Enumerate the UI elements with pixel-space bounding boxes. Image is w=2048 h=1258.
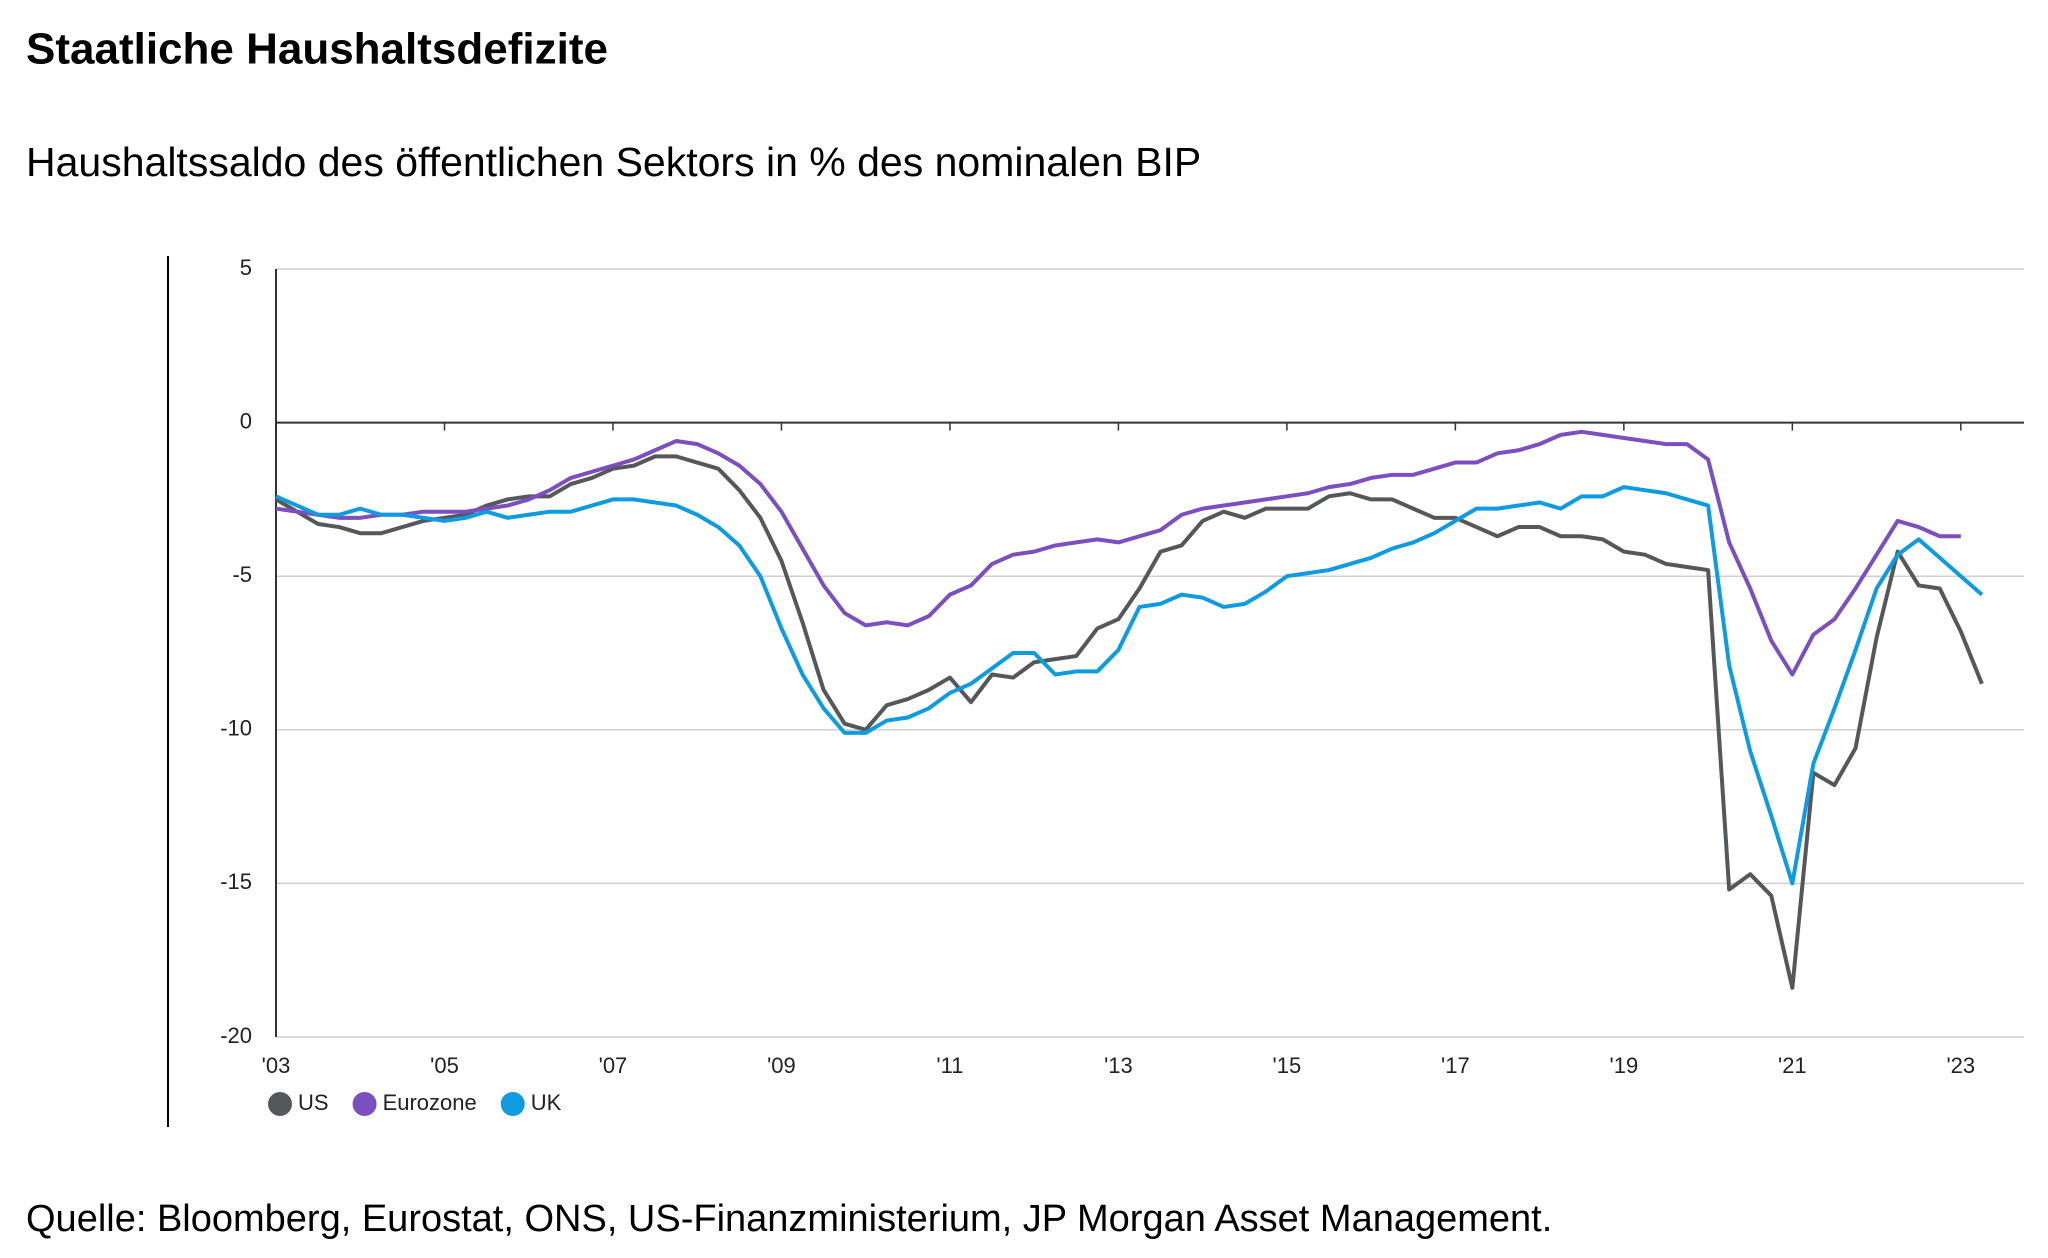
x-tick-label: '03 xyxy=(262,1053,291,1078)
series-line xyxy=(274,454,1984,990)
x-tick-label: '19 xyxy=(1610,1053,1639,1078)
legend-swatch xyxy=(500,1092,525,1116)
x-tick-label: '17 xyxy=(1441,1053,1470,1078)
x-tick-label: '13 xyxy=(1104,1053,1133,1078)
x-tick-label: '21 xyxy=(1778,1053,1807,1078)
x-tick-label: '09 xyxy=(767,1053,796,1078)
x-tick-label: '11 xyxy=(936,1053,963,1078)
legend-label: US xyxy=(298,1090,329,1115)
x-tick-label: '23 xyxy=(1946,1053,1975,1078)
legend-swatch xyxy=(268,1092,292,1116)
y-tick-label: -10 xyxy=(220,716,252,741)
x-tick-label: '05 xyxy=(430,1053,459,1078)
legend-label: Eurozone xyxy=(383,1090,477,1115)
legend-swatch xyxy=(352,1092,377,1116)
chart-title: Staatliche Haushaltsdefizite xyxy=(26,25,608,74)
x-tick-label: '07 xyxy=(599,1053,628,1078)
y-tick-label: -15 xyxy=(220,869,252,894)
y-tick-label: -20 xyxy=(220,1023,252,1048)
series-line xyxy=(275,429,1961,677)
y-tick-label: 5 xyxy=(240,255,252,280)
y-tick-label: -5 xyxy=(232,562,252,587)
series-line xyxy=(275,485,1984,886)
x-tick-label: '15 xyxy=(1273,1053,1302,1078)
source-note: Quelle: Bloomberg, Eurostat, ONS, US-Fin… xyxy=(26,1198,1552,1240)
y-tick-label: 0 xyxy=(240,408,252,433)
chart-subtitle: Haushaltssaldo des öffentlichen Sektors … xyxy=(26,139,1201,185)
legend-label: UK xyxy=(531,1090,562,1115)
